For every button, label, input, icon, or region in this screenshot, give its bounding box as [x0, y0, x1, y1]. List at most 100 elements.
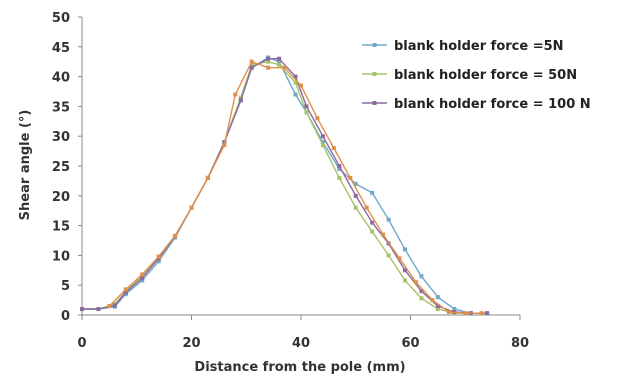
legend-item: blank holder force =5N	[362, 39, 564, 54]
data-point	[282, 65, 287, 70]
data-point	[331, 146, 336, 151]
y-tick-label: 45	[52, 41, 70, 56]
data-point	[304, 104, 309, 109]
data-point	[266, 56, 271, 61]
data-point	[80, 307, 84, 312]
data-point	[249, 62, 254, 67]
data-point	[266, 65, 271, 70]
data-point	[403, 247, 408, 252]
y-axis-title: Shear angle (°)	[18, 110, 33, 221]
data-point	[419, 296, 424, 301]
y-tick-label: 50	[52, 11, 70, 26]
data-point	[353, 205, 358, 210]
data-point	[381, 232, 386, 237]
x-tick-label: 40	[292, 336, 310, 351]
data-point	[123, 287, 128, 292]
data-point	[277, 59, 282, 64]
data-point	[140, 278, 145, 283]
data-point	[156, 254, 161, 259]
data-point	[419, 289, 424, 294]
y-tick-label: 5	[61, 279, 70, 294]
data-point	[156, 259, 161, 264]
data-point	[386, 217, 391, 222]
data-point	[397, 256, 402, 261]
legend-marker	[372, 72, 377, 76]
y-tick-label: 40	[52, 71, 70, 86]
data-point	[140, 276, 145, 281]
data-point	[337, 164, 342, 168]
data-point	[222, 143, 227, 148]
data-point	[107, 304, 112, 309]
y-tick-label: 15	[52, 220, 70, 235]
data-point	[277, 56, 282, 61]
legend: blank holder force =5N blank holder force…	[362, 39, 591, 112]
data-point	[266, 59, 271, 64]
data-point	[189, 205, 194, 210]
data-point	[348, 175, 353, 180]
legend-marker	[372, 43, 377, 47]
data-point	[293, 80, 298, 85]
data-point	[233, 92, 238, 97]
legend-label: blank holder force = 50N	[394, 68, 577, 83]
data-point	[485, 311, 490, 316]
series-line	[108, 60, 482, 314]
y-tick-label: 0	[61, 309, 70, 324]
data-point	[364, 205, 369, 210]
data-point	[293, 92, 298, 97]
x-tick-label: 20	[182, 336, 200, 351]
y-tick-label: 20	[52, 190, 70, 205]
data-point	[277, 62, 282, 67]
data-point	[304, 110, 309, 115]
y-tick-label: 35	[52, 100, 70, 115]
legend-label: blank holder force =5N	[394, 39, 564, 54]
data-point	[452, 307, 457, 312]
x-tick-label: 80	[511, 336, 529, 351]
data-point	[337, 166, 342, 171]
data-point	[112, 303, 117, 308]
data-point	[386, 253, 391, 258]
data-point	[315, 116, 320, 121]
data-point	[123, 290, 128, 295]
x-axis-title: Distance from the pole (mm)	[194, 360, 405, 375]
data-point	[320, 143, 325, 148]
data-point	[463, 311, 468, 316]
series-layer	[80, 55, 490, 316]
y-tick-label: 25	[52, 160, 70, 175]
data-point	[435, 307, 440, 312]
data-point	[337, 175, 342, 180]
data-point	[419, 274, 424, 279]
data-point	[403, 268, 408, 273]
legend-item: blank holder force = 50N	[362, 68, 577, 83]
data-point	[293, 74, 298, 79]
legend-item: blank holder force = 100 N	[362, 97, 591, 112]
data-point	[479, 311, 484, 316]
legend-marker	[372, 101, 377, 105]
data-point	[353, 193, 358, 198]
data-point	[205, 175, 210, 180]
data-point	[403, 278, 408, 283]
data-point	[320, 140, 325, 145]
data-point	[238, 98, 243, 103]
data-point	[249, 59, 254, 64]
legend-label: blank holder force = 100 N	[394, 97, 591, 112]
data-point	[370, 190, 375, 195]
x-tick-label: 60	[401, 336, 419, 351]
x-tick-label: 0	[77, 336, 86, 351]
data-point	[413, 280, 418, 285]
data-point	[320, 134, 325, 139]
series-4	[107, 59, 484, 316]
data-point	[370, 220, 375, 225]
data-point	[446, 310, 451, 315]
data-point	[435, 295, 440, 300]
data-point	[249, 65, 254, 70]
data-point	[173, 233, 178, 238]
axes: 0 5 10 15 20 25 30 35 40 45 50 0 20 40 60 80	[52, 11, 529, 351]
data-point	[96, 307, 101, 312]
data-point	[238, 95, 243, 100]
data-point	[430, 298, 435, 303]
data-point	[353, 181, 358, 186]
data-point	[299, 83, 303, 88]
y-tick-label: 30	[52, 130, 70, 145]
data-point	[140, 272, 145, 277]
